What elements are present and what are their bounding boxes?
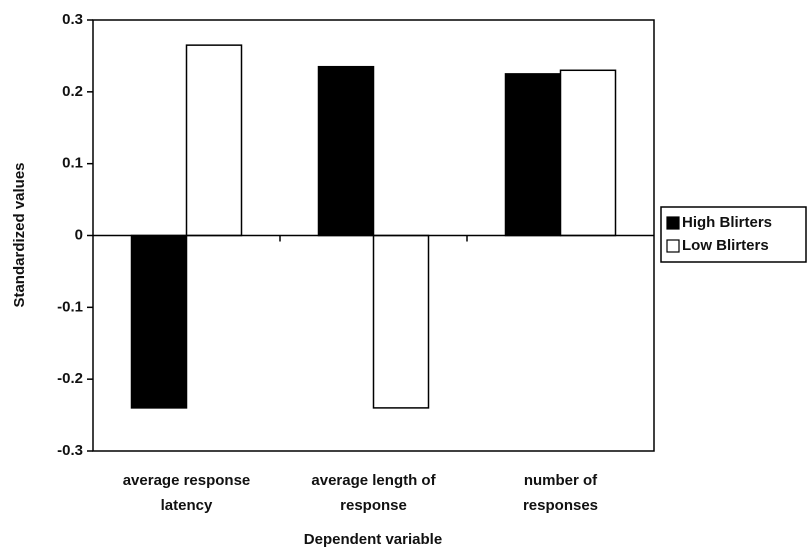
y-tick-label: -0.3 [57, 442, 83, 459]
y-tick-label: -0.2 [57, 370, 83, 387]
y-tick-label: 0.1 [62, 155, 83, 172]
bar [130, 234, 188, 409]
y-tick-label: 0.2 [62, 83, 83, 100]
legend-swatch [666, 216, 680, 230]
y-tick-label: 0 [75, 226, 83, 243]
y-tick-label: 0.3 [62, 11, 83, 28]
legend-swatch [666, 239, 680, 253]
x-tick-label: average length of response [311, 472, 436, 514]
legend-label: Low Blirters [682, 237, 769, 254]
y-axis-label: Standardized values [11, 162, 28, 307]
y-tick-label: -0.1 [57, 298, 83, 315]
bar [185, 44, 243, 237]
bar [559, 69, 617, 237]
bar [372, 234, 430, 409]
legend-box [660, 206, 807, 263]
bar [317, 65, 375, 237]
x-tick-label: number of responses [522, 472, 599, 514]
bar [504, 73, 562, 237]
x-tick-label: average response latency [122, 472, 251, 514]
legend-label: High Blirters [682, 214, 772, 231]
x-axis-label: Dependent variable [304, 531, 442, 548]
